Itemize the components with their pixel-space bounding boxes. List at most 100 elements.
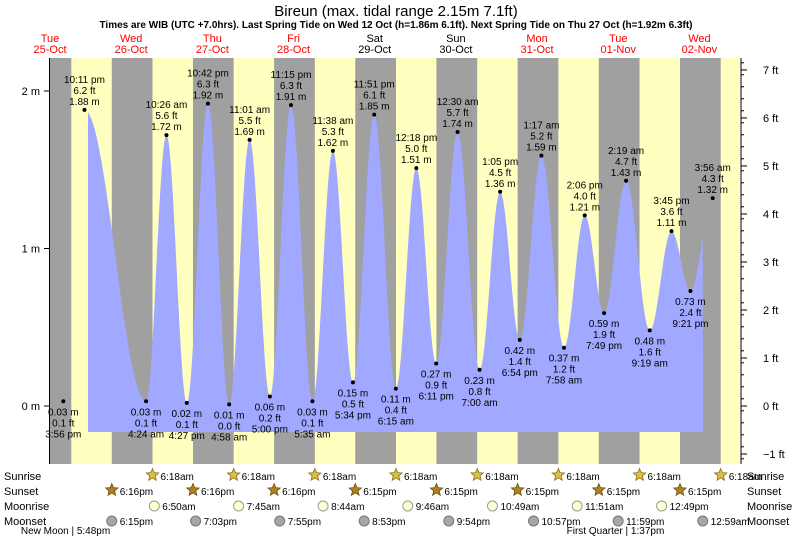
moonset-0: 6:15pm: [106, 515, 153, 528]
sunset-time: 6:15pm: [363, 487, 396, 498]
tide-height: 0.73 m: [675, 297, 706, 308]
tide-time: 5:35 am: [294, 429, 330, 440]
tide-time: 7:58 am: [546, 376, 582, 387]
tide-time: 10:26 am: [146, 100, 188, 111]
tide-ft: 1.2 ft: [553, 365, 575, 376]
tide-height: 0.42 m: [505, 346, 536, 357]
sunset-time: 6:16pm: [201, 487, 234, 498]
moonset-time: 11:59pm: [626, 517, 664, 528]
day-label-date-6: 31-Oct: [521, 44, 554, 56]
tide-ft: 0.8 ft: [468, 387, 490, 398]
tide-point: [205, 101, 210, 106]
moonset-3: 8:53pm: [358, 515, 406, 528]
sunrise-time: 6:18am: [485, 472, 518, 483]
sunset-icon: [104, 482, 119, 497]
tide-point: [247, 137, 252, 142]
tide-time: 10:11 pm: [64, 75, 105, 86]
sunrise-time: 6:18am: [242, 472, 275, 483]
day-label-date-1: 26-Oct: [115, 44, 148, 56]
tide-high-25: 2:19 am4.7 ft1.43 m: [608, 146, 644, 183]
tide-height: 1.21 m: [569, 202, 600, 213]
moonrise-icon: [233, 500, 245, 512]
tide-height: 0.15 m: [338, 388, 369, 399]
sunset-icon: [429, 482, 444, 497]
sunrise-7: 6:18am: [713, 467, 762, 483]
moonset-icon: [106, 515, 118, 527]
moonrise-0: 6:50am: [148, 500, 196, 513]
moonset-icon: [612, 515, 624, 527]
tide-low-14: 0.11 m0.4 ft6:15 am: [378, 386, 414, 428]
sunset-time: 6:15pm: [444, 487, 477, 498]
right-tick-label--1: −1 ft: [763, 449, 785, 461]
tide-low-6: 0.01 m0.0 ft4:58 am: [211, 402, 247, 443]
tide-high-7: 11:01 am5.5 ft1.69 m: [229, 105, 270, 142]
tide-height: 0.02 m: [172, 409, 203, 420]
tide-ft: 5.0 ft: [405, 144, 427, 155]
tide-height: 1.74 m: [442, 119, 473, 130]
tide-height: 1.91 m: [276, 92, 307, 103]
moonrise-3: 9:46am: [402, 500, 449, 513]
right-tick-label-4: 4 ft: [763, 209, 778, 221]
tide-time: 6:15 am: [378, 417, 414, 428]
sunrise-time: 6:18am: [404, 472, 437, 483]
right-tick-label-6: 6 ft: [763, 113, 778, 125]
moonset-time: 10:57pm: [542, 517, 581, 528]
day-label-dow-5: Sun: [446, 33, 466, 45]
tide-time: 4:24 am: [128, 429, 164, 440]
moonrise-icon: [148, 500, 160, 512]
left-tick-label-1: 1 m: [22, 244, 40, 256]
row-label-right-sunset: Sunset: [747, 486, 781, 498]
tide-high-19: 1:05 pm4.5 ft1.36 m: [482, 157, 518, 194]
day-label-date-3: 28-Oct: [277, 44, 310, 56]
tide-height: 0.27 m: [421, 369, 452, 380]
night-band-0: [50, 58, 72, 464]
sunset-icon: [348, 482, 363, 497]
tide-time: 11:51 pm: [354, 80, 395, 91]
tide-point: [582, 213, 587, 218]
tide-time: 9:21 pm: [672, 319, 708, 330]
tide-point: [517, 337, 522, 342]
tide-height: 1.85 m: [359, 102, 390, 113]
sunrise-time: 6:18am: [566, 472, 599, 483]
moonset-icon: [190, 515, 202, 527]
tide-ft: 5.2 ft: [530, 132, 552, 143]
tide-low-20: 0.42 m1.4 ft6:54 pm: [502, 337, 538, 379]
day-label-dow-6: Mon: [526, 33, 547, 45]
tide-ft: 2.4 ft: [679, 308, 701, 319]
tide-high-21: 1:17 am5.2 ft1.59 m: [523, 121, 559, 158]
tide-low-0: 0.03 m0.1 ft3:56 pm: [45, 399, 81, 440]
right-tick-label-5: 5 ft: [763, 161, 778, 173]
tide-point: [602, 311, 607, 316]
moonset-time: 7:03pm: [204, 517, 237, 528]
sun-moon-rows: Sunrise Sunrise Sunset Sunset Moonrise Moonri…: [4, 467, 792, 528]
tide-point: [647, 328, 652, 333]
tide-time: 1:17 am: [523, 121, 559, 132]
day-label-date-4: 29-Oct: [358, 44, 391, 56]
sunrise-icon: [226, 467, 241, 482]
tide-point: [227, 402, 232, 407]
tide-height: 0.11 m: [381, 395, 411, 406]
tide-time: 11:15 pm: [271, 70, 312, 81]
tide-ft: 5.5 ft: [238, 116, 260, 127]
moonset-icon: [528, 515, 540, 527]
tide-high-17: 12:30 am5.7 ft1.74 m: [437, 97, 478, 134]
moonset-6: 11:59pm: [612, 515, 664, 528]
row-label-left-sunrise: Sunrise: [4, 471, 41, 483]
tide-height: 1.72 m: [151, 122, 182, 133]
day-label-date-5: 30-Oct: [439, 44, 472, 56]
tide-low-28: 0.73 m2.4 ft9:21 pm: [672, 289, 709, 330]
sunset-3: 6:15pm: [348, 482, 397, 498]
tide-ft: 0.1 ft: [301, 418, 323, 429]
tide-height: 0.03 m: [48, 407, 79, 418]
tide-height: 1.92 m: [193, 91, 224, 102]
tide-height: 1.88 m: [69, 97, 100, 108]
tide-time: 2:19 am: [608, 146, 644, 157]
tide-low-16: 0.27 m0.9 ft6:11 pm: [419, 361, 454, 402]
tide-high-11: 11:38 am5.3 ft1.62 m: [312, 116, 353, 153]
moonrise-time: 7:45am: [247, 502, 280, 513]
tide-time: 3:56 pm: [45, 429, 81, 440]
tide-time: 11:01 am: [229, 105, 270, 116]
tide-time: 11:38 am: [312, 116, 353, 127]
tide-ft: 6.3 ft: [197, 80, 219, 91]
row-label-right-moonset: Moonset: [747, 516, 789, 528]
